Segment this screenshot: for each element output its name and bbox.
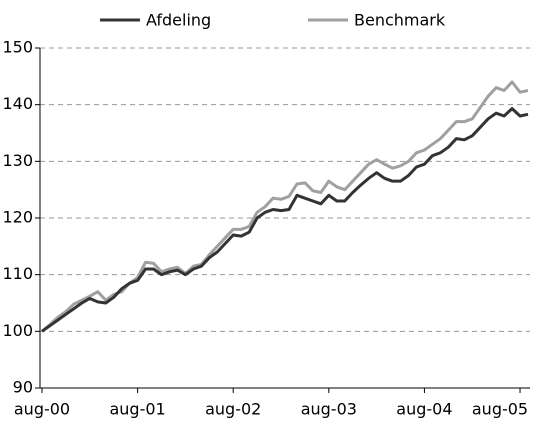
x-tick-label: aug-04 (396, 400, 452, 419)
x-tick-label: aug-05 (472, 400, 528, 419)
y-tick-label: 150 (2, 38, 33, 57)
y-tick-label: 110 (2, 264, 33, 283)
y-tick-label: 100 (2, 321, 33, 340)
legend-label: Afdeling (146, 11, 211, 30)
legend-label: Benchmark (354, 11, 446, 30)
y-tick-label: 120 (2, 208, 33, 227)
y-tick-label: 90 (13, 378, 33, 397)
x-tick-label: aug-02 (205, 400, 261, 419)
x-tick-label: aug-00 (14, 400, 70, 419)
series-line (41, 80, 529, 333)
x-tick-label: aug-03 (301, 400, 357, 419)
y-tick-label: 140 (2, 94, 33, 113)
y-tick-label: 130 (2, 151, 33, 170)
series-line (41, 107, 529, 333)
x-tick-label: aug-01 (109, 400, 165, 419)
